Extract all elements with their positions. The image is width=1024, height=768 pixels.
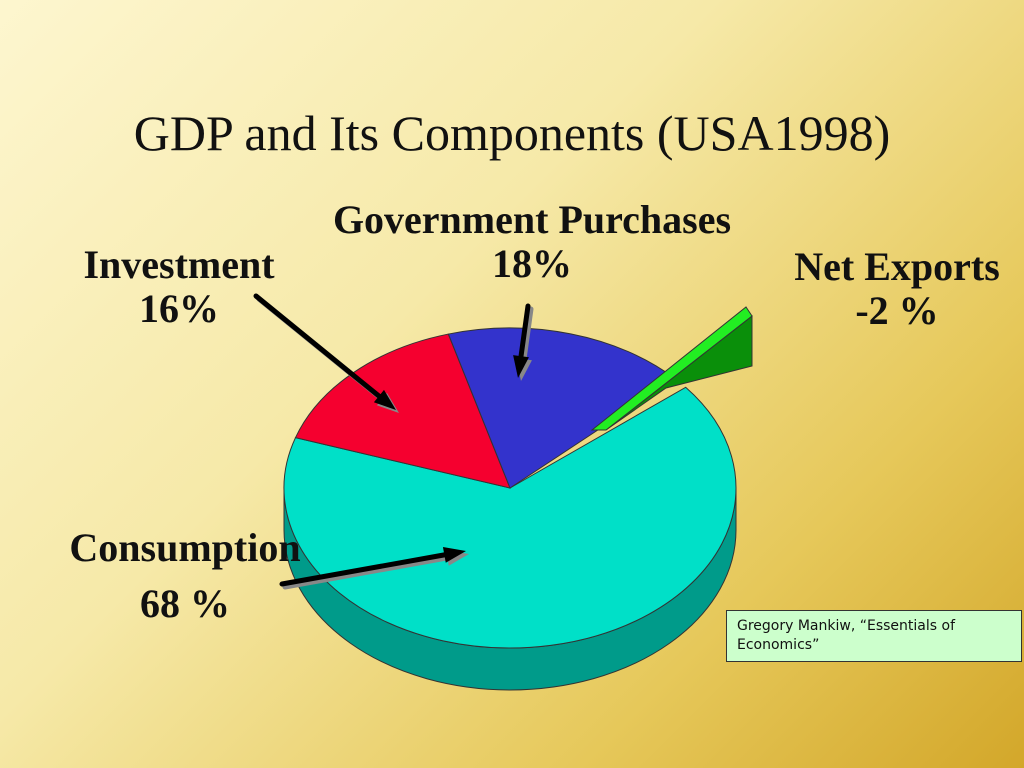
consumption-arrow — [279, 547, 469, 590]
consumption-arrow-shadow — [282, 555, 450, 590]
label-net-exports-name: Net Exports — [794, 244, 1000, 289]
label-investment-name: Investment — [83, 242, 275, 287]
slide-title: GDP and Its Components (USA1998) — [133, 105, 891, 161]
label-arrows — [253, 293, 534, 590]
investment-arrow-line — [253, 293, 382, 399]
source-citation: Gregory Mankiw, “Essentials of Economics… — [726, 610, 1022, 662]
investment-arrow — [253, 293, 399, 413]
consumption-slice — [283, 386, 737, 649]
government-arrow-shadow — [521, 306, 534, 362]
government-arrow — [513, 303, 534, 381]
label-government-purchases: Government Purchases 18% — [292, 198, 772, 286]
government-arrow-line — [518, 303, 531, 359]
label-investment-value: 16% — [139, 286, 219, 331]
net-exports-slice — [590, 306, 753, 431]
government-slice — [447, 327, 677, 489]
label-investment: Investment 16% — [56, 243, 302, 331]
pie-slices — [283, 306, 753, 649]
label-consumption: Consumption 68 % — [40, 520, 330, 632]
label-consumption-name: Consumption — [69, 525, 301, 570]
label-government-purchases-name: Government Purchases — [332, 197, 732, 242]
investment-arrow-head — [373, 389, 396, 410]
consumption-arrow-line — [279, 552, 447, 587]
label-net-exports: Net Exports -2 % — [774, 245, 1020, 333]
label-net-exports-value: -2 % — [855, 288, 939, 333]
consumption-arrow-head — [442, 547, 466, 563]
label-government-purchases-value: 18% — [492, 241, 572, 286]
label-consumption-value: 68 % — [140, 581, 230, 626]
government-arrow-head — [513, 355, 529, 378]
